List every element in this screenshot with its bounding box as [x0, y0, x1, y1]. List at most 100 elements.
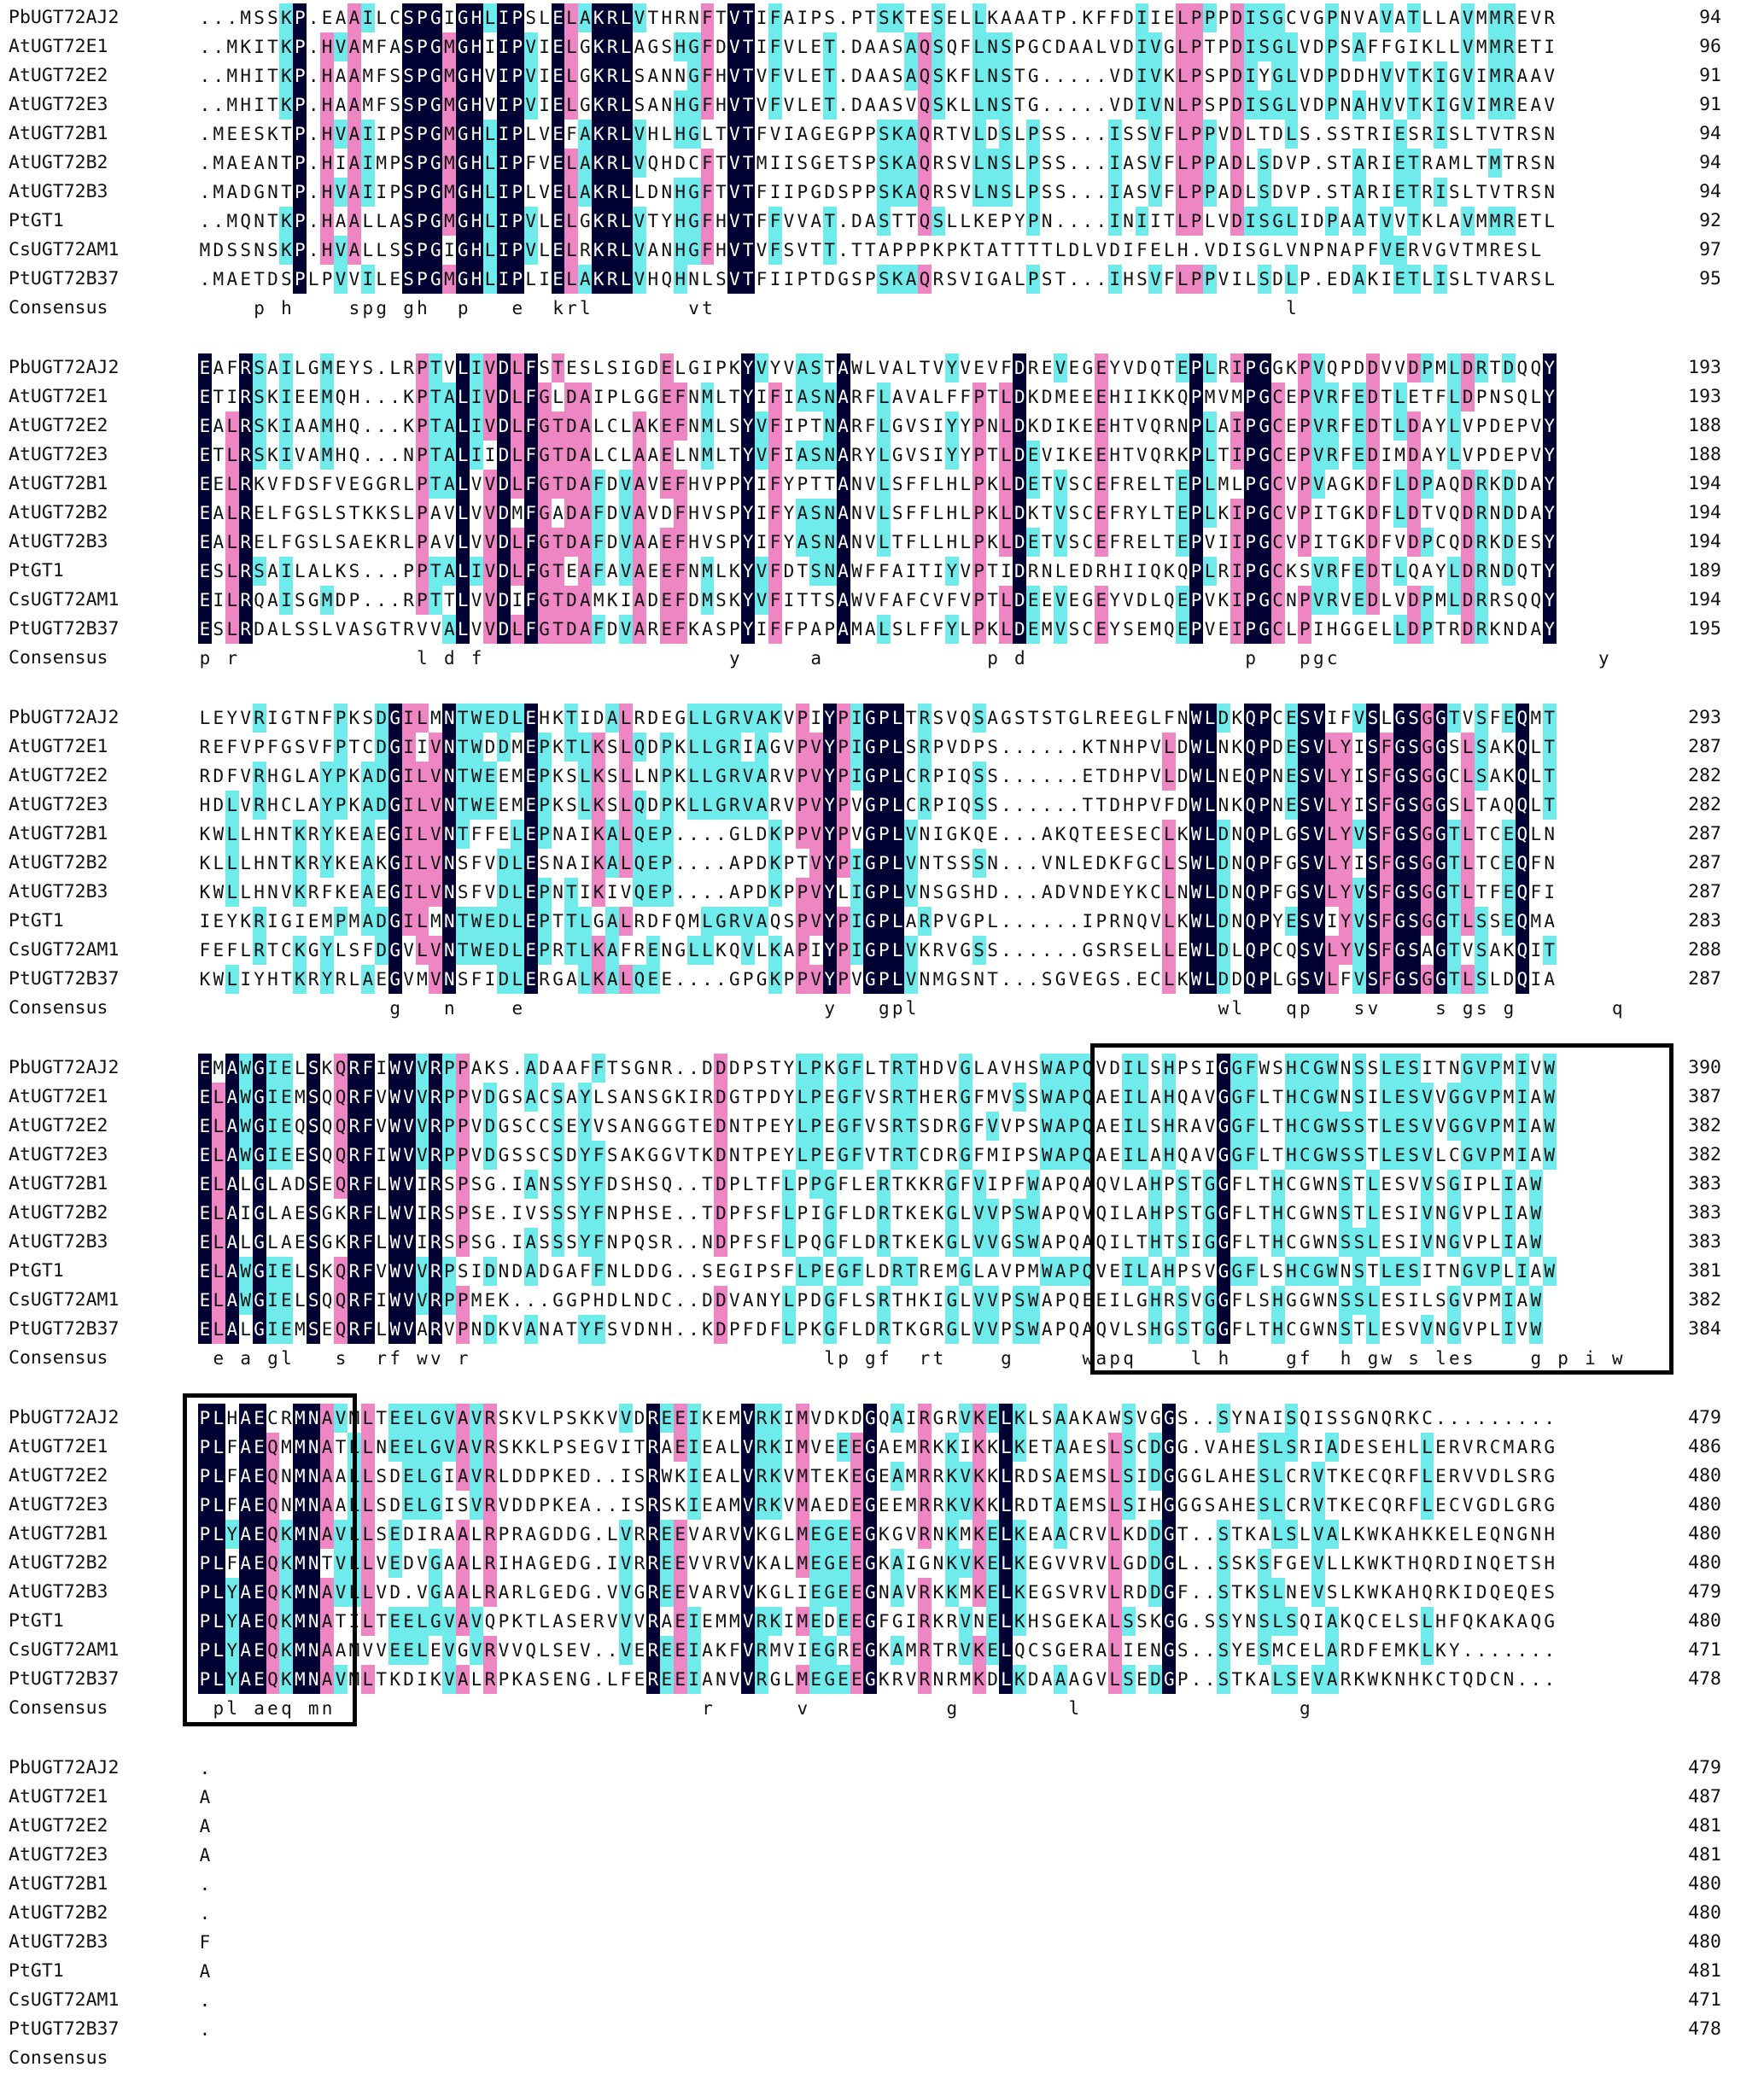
- residue: C: [1150, 969, 1161, 990]
- sequence-row: CsUGT72AM1 E I L R Q A I S G M D P... R P T T L V V D I F G T D A M…: [0, 586, 1764, 615]
- residue: I: [376, 1058, 388, 1078]
- residue: E: [850, 1462, 864, 1491]
- residue: H: [673, 32, 687, 61]
- residue: E: [1286, 445, 1297, 465]
- residue: G: [756, 969, 768, 990]
- residue: T: [1353, 1319, 1365, 1340]
- consensus-residue: p: [199, 648, 211, 669]
- residue: K: [552, 795, 564, 815]
- residue: V: [985, 1315, 1000, 1344]
- residue: L: [564, 3, 579, 32]
- residue: G: [810, 124, 822, 144]
- residue: Y: [578, 1199, 593, 1228]
- residue: E: [987, 211, 998, 231]
- residue: E: [279, 1083, 294, 1112]
- residue: Y: [741, 382, 756, 412]
- residue: K: [1353, 474, 1365, 494]
- residue: N: [688, 445, 699, 465]
- consensus-residue: [497, 294, 511, 323]
- residue: H: [470, 120, 484, 149]
- residue: V: [1109, 95, 1120, 115]
- residue: D: [810, 1290, 822, 1311]
- residue: K: [279, 32, 294, 61]
- residue: R: [1014, 1466, 1025, 1486]
- residue: K: [498, 1290, 510, 1311]
- residue: P: [415, 149, 429, 178]
- residue: S: [1394, 1232, 1406, 1253]
- residue: F: [592, 528, 606, 557]
- residue: L: [1325, 820, 1340, 849]
- residue: .: [362, 590, 374, 610]
- sequence-row: AtUGT72E3.. M H I T K P. H A A M F S S P G M G H V I P V I E L G K R…: [0, 91, 1764, 120]
- residue: N: [539, 1174, 550, 1194]
- residue: V: [484, 853, 496, 873]
- consensus-residue: [918, 294, 932, 323]
- residue: E: [279, 1257, 294, 1286]
- residue: M: [700, 557, 715, 586]
- residue: P: [415, 178, 429, 207]
- residue: G: [1311, 1257, 1326, 1286]
- residue: F: [768, 3, 782, 32]
- residue: L: [1162, 820, 1177, 849]
- residue: S: [1365, 849, 1380, 878]
- residue: P: [728, 1203, 740, 1223]
- residue: E: [1435, 1495, 1446, 1515]
- residue: L: [1503, 1495, 1515, 1515]
- residue: S: [539, 853, 550, 873]
- residue: W: [1189, 733, 1204, 762]
- residue: I: [1218, 532, 1230, 552]
- residue: V: [1381, 358, 1393, 378]
- residue: F: [1340, 387, 1352, 407]
- residue: P: [1026, 149, 1041, 178]
- residue: I: [511, 1232, 523, 1253]
- residue: S: [647, 1232, 659, 1253]
- residue: L: [1150, 708, 1161, 728]
- residue: K: [702, 1408, 713, 1428]
- residue: K: [1013, 1433, 1027, 1462]
- residue: S: [1176, 1199, 1190, 1228]
- residue: G: [1393, 733, 1407, 762]
- residue: D: [1365, 499, 1380, 528]
- consensus-residue: [1311, 994, 1325, 1023]
- consensus-residue: [538, 294, 552, 323]
- residue: D: [1406, 441, 1421, 470]
- residue: S: [1352, 1228, 1366, 1257]
- consensus-residue: [1583, 994, 1597, 1023]
- residue: C: [1270, 615, 1285, 644]
- residue: T: [810, 1466, 822, 1486]
- residue: M: [376, 153, 388, 173]
- species-name: AtUGT72B1: [9, 823, 108, 844]
- residue: A: [1041, 1232, 1053, 1253]
- residue: P: [742, 969, 754, 990]
- residue: Q: [334, 1257, 348, 1286]
- residue: M: [905, 1466, 917, 1486]
- residue: V: [483, 586, 497, 615]
- residue: D: [511, 1466, 523, 1486]
- residue: R: [429, 1228, 443, 1257]
- residue: S: [809, 382, 823, 412]
- residue: I: [932, 824, 944, 844]
- residue: S: [1176, 1286, 1190, 1315]
- residue: K: [987, 1495, 998, 1515]
- sequence-row: AtUGT72B1 K W L L H N T K R Y K E A E G I L V N T F F E L E P N A I K A…: [0, 820, 1764, 849]
- residue: K: [932, 240, 944, 260]
- residue: F: [865, 561, 876, 581]
- residue: L: [1123, 1232, 1134, 1253]
- position-number: 188: [1688, 444, 1721, 465]
- residue: D: [1502, 470, 1516, 499]
- residue: A: [226, 269, 238, 289]
- residue: A: [1516, 66, 1528, 86]
- residue: P: [973, 737, 984, 757]
- residue: L: [700, 762, 715, 791]
- consensus-residue: [945, 644, 959, 673]
- residue: E: [551, 91, 565, 120]
- residue: L: [1107, 1491, 1122, 1520]
- residue: A: [795, 528, 809, 557]
- consensus-residue: [524, 994, 538, 1023]
- residue: M: [1394, 445, 1406, 465]
- residue: F: [523, 412, 538, 441]
- residue: E: [523, 820, 538, 849]
- residue: S: [252, 412, 266, 441]
- residue: G: [714, 733, 728, 762]
